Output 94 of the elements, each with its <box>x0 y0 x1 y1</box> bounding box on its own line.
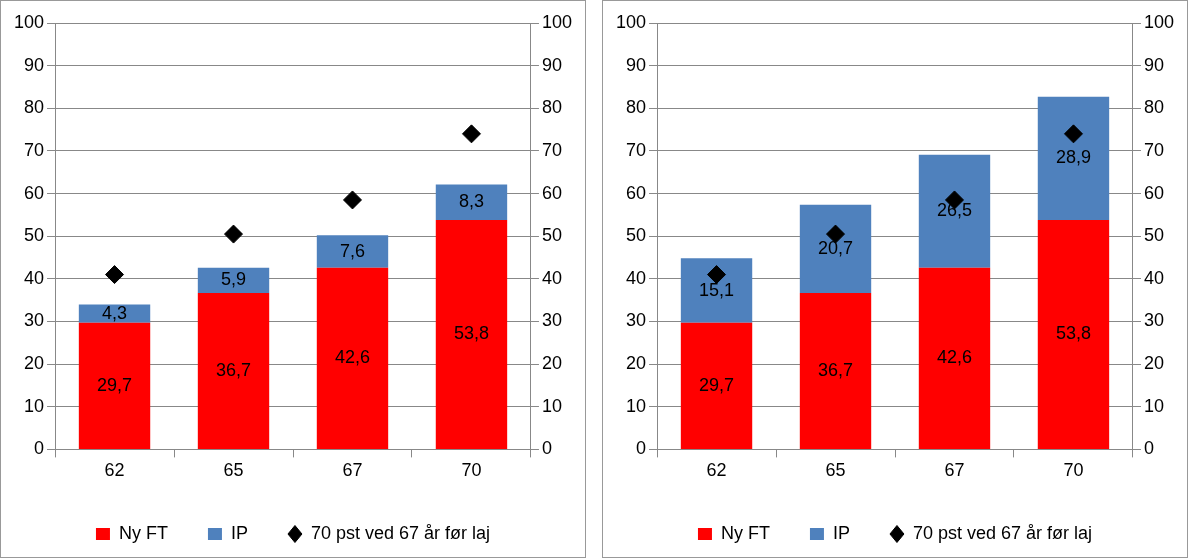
x-tick-label: 62 <box>104 460 125 481</box>
data-label: 36,7 <box>215 359 252 380</box>
legend-label: Ny FT <box>118 522 168 543</box>
data-label: 42,6 <box>334 347 371 368</box>
y2-tick-label: 20 <box>1143 353 1164 374</box>
legend-label: IP <box>832 522 850 543</box>
x-tick-label: 62 <box>706 460 727 481</box>
y-tick-label: 0 <box>34 438 45 459</box>
y-tick-label: 30 <box>626 310 647 331</box>
y-tick-label: 20 <box>24 353 45 374</box>
x-tick-label: 65 <box>223 460 244 481</box>
point <box>224 224 244 244</box>
data-label: 53,8 <box>453 323 489 344</box>
legend-label: 70 pst ved 67 år før laj <box>912 522 1093 543</box>
x-tick-label: 67 <box>944 460 965 481</box>
y-tick-label: 30 <box>24 310 45 331</box>
y-tick-label: 10 <box>626 395 647 416</box>
bar <box>799 204 872 293</box>
point <box>1063 124 1083 144</box>
bar <box>1037 96 1110 220</box>
y2-tick-label: 100 <box>1143 11 1175 32</box>
bar <box>799 292 872 449</box>
data-label: 53,8 <box>1055 323 1091 344</box>
y-tick-label: 60 <box>24 182 45 203</box>
data-label: 8,3 <box>458 191 484 212</box>
y2-tick-label: 40 <box>1143 267 1164 288</box>
legend-label: Ny FT <box>720 522 770 543</box>
bar <box>316 267 389 449</box>
y2-tick-label: 100 <box>541 11 573 32</box>
legend-label: 70 pst ved 67 år før laj <box>310 522 491 543</box>
point <box>461 124 481 144</box>
y-tick-label: 50 <box>24 225 45 246</box>
y2-tick-label: 60 <box>1143 182 1164 203</box>
y2-tick-label: 0 <box>1143 438 1154 459</box>
point <box>342 190 362 210</box>
y-tick-label: 80 <box>626 97 647 118</box>
bar <box>1037 220 1110 449</box>
y-tick-label: 0 <box>636 438 647 459</box>
y-tick-label: 70 <box>626 139 647 160</box>
x-tick-label: 70 <box>461 460 482 481</box>
y2-tick-label: 50 <box>1143 225 1164 246</box>
y-tick-label: 40 <box>24 267 45 288</box>
y2-tick-label: 80 <box>541 97 562 118</box>
y2-tick-label: 70 <box>1143 139 1164 160</box>
x-tick-label: 70 <box>1063 460 1084 481</box>
data-label: 15,1 <box>699 279 735 300</box>
legend-label: IP <box>230 522 248 543</box>
data-label: 42,6 <box>936 347 973 368</box>
point <box>707 265 727 285</box>
bar <box>78 322 151 449</box>
y2-tick-label: 10 <box>541 395 562 416</box>
bar <box>680 258 753 323</box>
y2-tick-label: 40 <box>541 267 562 288</box>
x-tick-label: 65 <box>825 460 846 481</box>
bar <box>918 154 991 268</box>
y-tick-label: 80 <box>24 97 45 118</box>
x-tick-label: 67 <box>342 460 363 481</box>
y2-tick-label: 30 <box>541 310 562 331</box>
bar <box>316 235 389 268</box>
y-tick-label: 10 <box>24 395 45 416</box>
bar <box>197 292 270 449</box>
data-label: 20,7 <box>817 237 854 258</box>
y-tick-label: 90 <box>626 54 647 75</box>
y-tick-label: 20 <box>626 353 647 374</box>
data-label: 4,3 <box>102 302 128 323</box>
y2-tick-label: 10 <box>1143 395 1164 416</box>
y2-tick-label: 90 <box>541 54 562 75</box>
y2-tick-label: 80 <box>1143 97 1164 118</box>
bar <box>435 184 508 220</box>
y-tick-label: 100 <box>13 11 45 32</box>
y2-tick-label: 60 <box>541 182 562 203</box>
bar <box>680 322 753 449</box>
y-tick-label: 70 <box>24 139 45 160</box>
y-tick-label: 40 <box>626 267 647 288</box>
y2-tick-label: 70 <box>541 139 562 160</box>
y2-tick-label: 90 <box>1143 54 1164 75</box>
bar <box>78 304 151 323</box>
y-tick-label: 90 <box>24 54 45 75</box>
bar <box>435 220 508 449</box>
y2-tick-label: 30 <box>1143 310 1164 331</box>
data-label: 29,7 <box>699 374 735 395</box>
data-label: 28,9 <box>1055 147 1091 168</box>
y-tick-label: 60 <box>626 182 647 203</box>
y-tick-label: 100 <box>615 11 647 32</box>
y2-tick-label: 0 <box>541 438 552 459</box>
data-label: 36,7 <box>817 359 854 380</box>
data-label: 7,6 <box>339 240 366 261</box>
point <box>105 265 125 285</box>
data-label: 29,7 <box>97 374 133 395</box>
y2-tick-label: 20 <box>541 353 562 374</box>
y2-tick-label: 50 <box>541 225 562 246</box>
bar <box>918 267 991 449</box>
data-label: 5,9 <box>220 269 247 290</box>
y-tick-label: 50 <box>626 225 647 246</box>
